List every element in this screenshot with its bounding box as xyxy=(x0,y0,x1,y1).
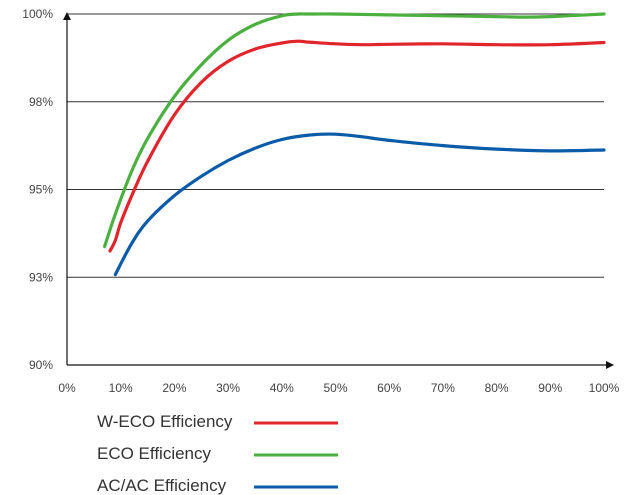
y-tick-labels: 90% 93% 95% 98% 100% xyxy=(22,7,53,372)
x-tick-label: 60% xyxy=(377,381,401,395)
series-line-ac-ac-efficiency xyxy=(113,132,606,277)
x-tick-label: 90% xyxy=(538,381,562,395)
x-tick-label: 80% xyxy=(485,381,509,395)
legend: W-ECO Efficiency ECO Efficiency AC/AC Effi… xyxy=(97,412,338,495)
x-tick-label: 50% xyxy=(323,381,347,395)
series-line-w-eco-efficiency xyxy=(108,39,606,253)
x-tick-label: 70% xyxy=(431,381,455,395)
x-tick-label: 10% xyxy=(109,381,133,395)
x-tick-labels: 0% 10% 20% 30% 40% 50% 60% 70% 80% 90% 100% xyxy=(58,381,619,395)
legend-label-w-eco-efficiency: W-ECO Efficiency xyxy=(97,412,233,431)
x-tick-label: 20% xyxy=(162,381,186,395)
series-lines xyxy=(103,12,606,277)
y-tick-label: 90% xyxy=(29,358,53,372)
legend-label-eco-efficiency: ECO Efficiency xyxy=(97,444,212,463)
y-axis-arrow xyxy=(63,12,71,20)
y-tick-label: 93% xyxy=(29,270,53,284)
axes xyxy=(63,12,614,369)
legend-label-ac-ac-efficiency: AC/AC Efficiency xyxy=(97,476,227,495)
x-tick-label: 0% xyxy=(58,381,76,395)
x-tick-label: 100% xyxy=(589,381,620,395)
y-tick-label: 95% xyxy=(29,183,53,197)
series-line-eco-efficiency xyxy=(103,12,606,249)
x-tick-label: 40% xyxy=(270,381,294,395)
grid-lines xyxy=(67,13,604,278)
x-tick-label: 30% xyxy=(216,381,240,395)
y-tick-label: 98% xyxy=(29,95,53,109)
y-tick-label: 100% xyxy=(22,7,53,21)
x-axis-arrow xyxy=(606,361,614,369)
